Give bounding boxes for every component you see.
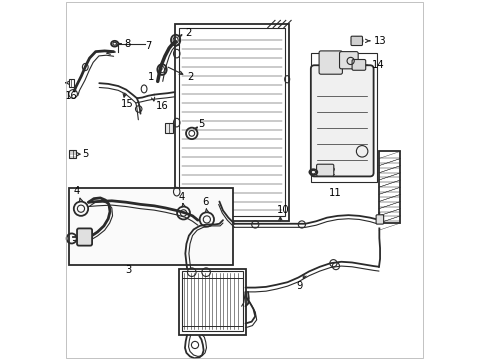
Text: 16: 16	[155, 102, 168, 112]
Bar	[69, 79, 74, 87]
Text: 9: 9	[296, 281, 302, 291]
Text: 10: 10	[276, 206, 289, 216]
Text: 7: 7	[145, 41, 152, 51]
FancyBboxPatch shape	[375, 215, 383, 224]
FancyBboxPatch shape	[351, 59, 365, 70]
Bar	[174, 24, 289, 221]
Bar	[69, 188, 232, 265]
Text: 4: 4	[73, 186, 79, 197]
Text: 6: 6	[202, 197, 208, 207]
FancyBboxPatch shape	[310, 65, 373, 176]
Bar	[182, 271, 242, 330]
FancyBboxPatch shape	[350, 36, 362, 45]
Text: 3: 3	[124, 265, 131, 275]
Bar	[378, 151, 400, 223]
Text: 4: 4	[178, 192, 184, 202]
Text: 1: 1	[148, 72, 154, 82]
FancyBboxPatch shape	[316, 164, 333, 176]
Bar	[179, 28, 285, 216]
Text: 2: 2	[187, 72, 193, 82]
Text: 12: 12	[323, 167, 335, 177]
Text: 13: 13	[373, 36, 386, 46]
Text: 5: 5	[82, 149, 88, 159]
Text: 5: 5	[198, 120, 204, 129]
Bar	[164, 123, 173, 133]
FancyBboxPatch shape	[319, 51, 342, 74]
FancyBboxPatch shape	[339, 51, 357, 69]
Bar	[69, 149, 76, 158]
Bar	[310, 53, 376, 182]
Text: 8: 8	[124, 39, 131, 49]
Text: 16: 16	[65, 91, 78, 101]
Text: 2: 2	[185, 28, 192, 38]
Text: 15: 15	[121, 99, 133, 109]
FancyBboxPatch shape	[77, 228, 92, 246]
Text: 11: 11	[328, 188, 341, 198]
Text: 14: 14	[371, 60, 383, 70]
Ellipse shape	[351, 37, 362, 45]
Bar	[179, 269, 245, 335]
